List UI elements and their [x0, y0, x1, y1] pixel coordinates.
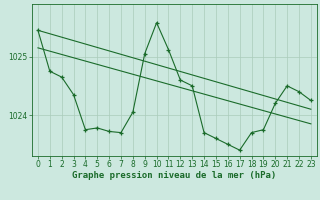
X-axis label: Graphe pression niveau de la mer (hPa): Graphe pression niveau de la mer (hPa)	[72, 171, 276, 180]
